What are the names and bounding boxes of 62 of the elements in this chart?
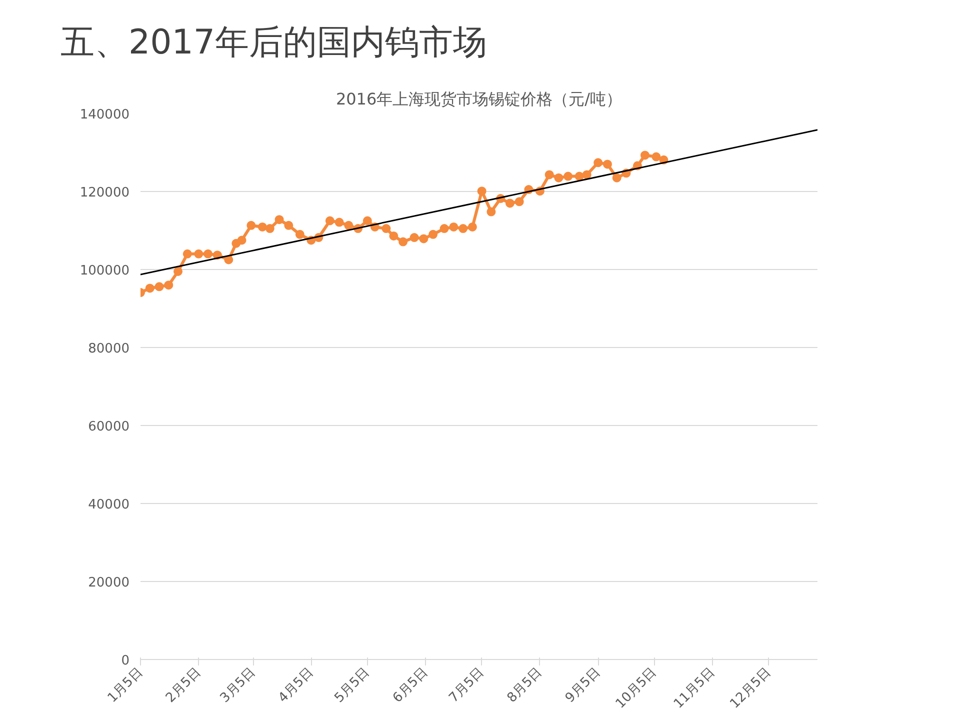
point (564, 172, 573, 181)
point (145, 284, 154, 293)
y-tick-label: 60000 (88, 420, 130, 434)
y-tick-label: 20000 (88, 576, 130, 590)
x-tick-label: 4月5日 (276, 665, 316, 706)
point (594, 158, 603, 168)
point (265, 224, 274, 234)
point (224, 255, 234, 264)
point (194, 249, 204, 258)
x-tick-label: 2月5日 (163, 665, 204, 706)
point (274, 215, 284, 224)
point (544, 170, 554, 180)
point (449, 222, 458, 232)
point (419, 234, 428, 244)
point (164, 280, 174, 290)
y-tick-label: 80000 (88, 342, 130, 356)
x-tick-label: 6月5日 (390, 665, 431, 706)
point (514, 197, 524, 206)
point (344, 220, 354, 230)
point (295, 230, 304, 239)
point (602, 160, 612, 169)
point (640, 150, 650, 160)
x-tick-label: 3月5日 (218, 665, 258, 706)
point (554, 173, 564, 182)
point (284, 220, 294, 230)
y-tick-label: 140000 (80, 108, 130, 122)
chart-subtitle: 2016年上海现货市场锡锭价格（元/吨） (336, 90, 622, 108)
x-tick-label: 11月5日 (671, 665, 718, 712)
x-tick-label: 9月5日 (562, 665, 604, 706)
y-tick-label: 100000 (80, 264, 130, 278)
x-tick-label: 12月5日 (728, 665, 774, 712)
point (334, 218, 344, 227)
point (246, 220, 256, 230)
x-tick-label: 10月5日 (613, 665, 660, 712)
point (174, 266, 183, 276)
point (505, 198, 514, 208)
y-tick-label: 120000 (80, 186, 130, 200)
y-tick-label: 40000 (88, 498, 130, 512)
point (237, 236, 246, 245)
point (477, 186, 486, 196)
point (458, 224, 468, 234)
point (204, 249, 213, 258)
chart-title: 五、2017年后的国内钨市场 (60, 22, 488, 62)
point (652, 152, 661, 162)
point (182, 249, 192, 258)
x-tick-label: 8月5日 (504, 665, 546, 706)
point (486, 207, 496, 216)
point (428, 230, 438, 239)
point (389, 231, 398, 240)
x-tick-label: 5月5日 (332, 665, 373, 706)
point (154, 282, 164, 292)
point (258, 222, 267, 232)
x-tick-label: 7月5日 (446, 665, 488, 706)
point (612, 173, 622, 182)
point (382, 224, 391, 234)
point (582, 170, 592, 180)
point (398, 237, 408, 246)
point (362, 216, 372, 226)
point (325, 216, 334, 226)
point (468, 222, 477, 232)
point (440, 224, 449, 234)
point (410, 233, 419, 242)
